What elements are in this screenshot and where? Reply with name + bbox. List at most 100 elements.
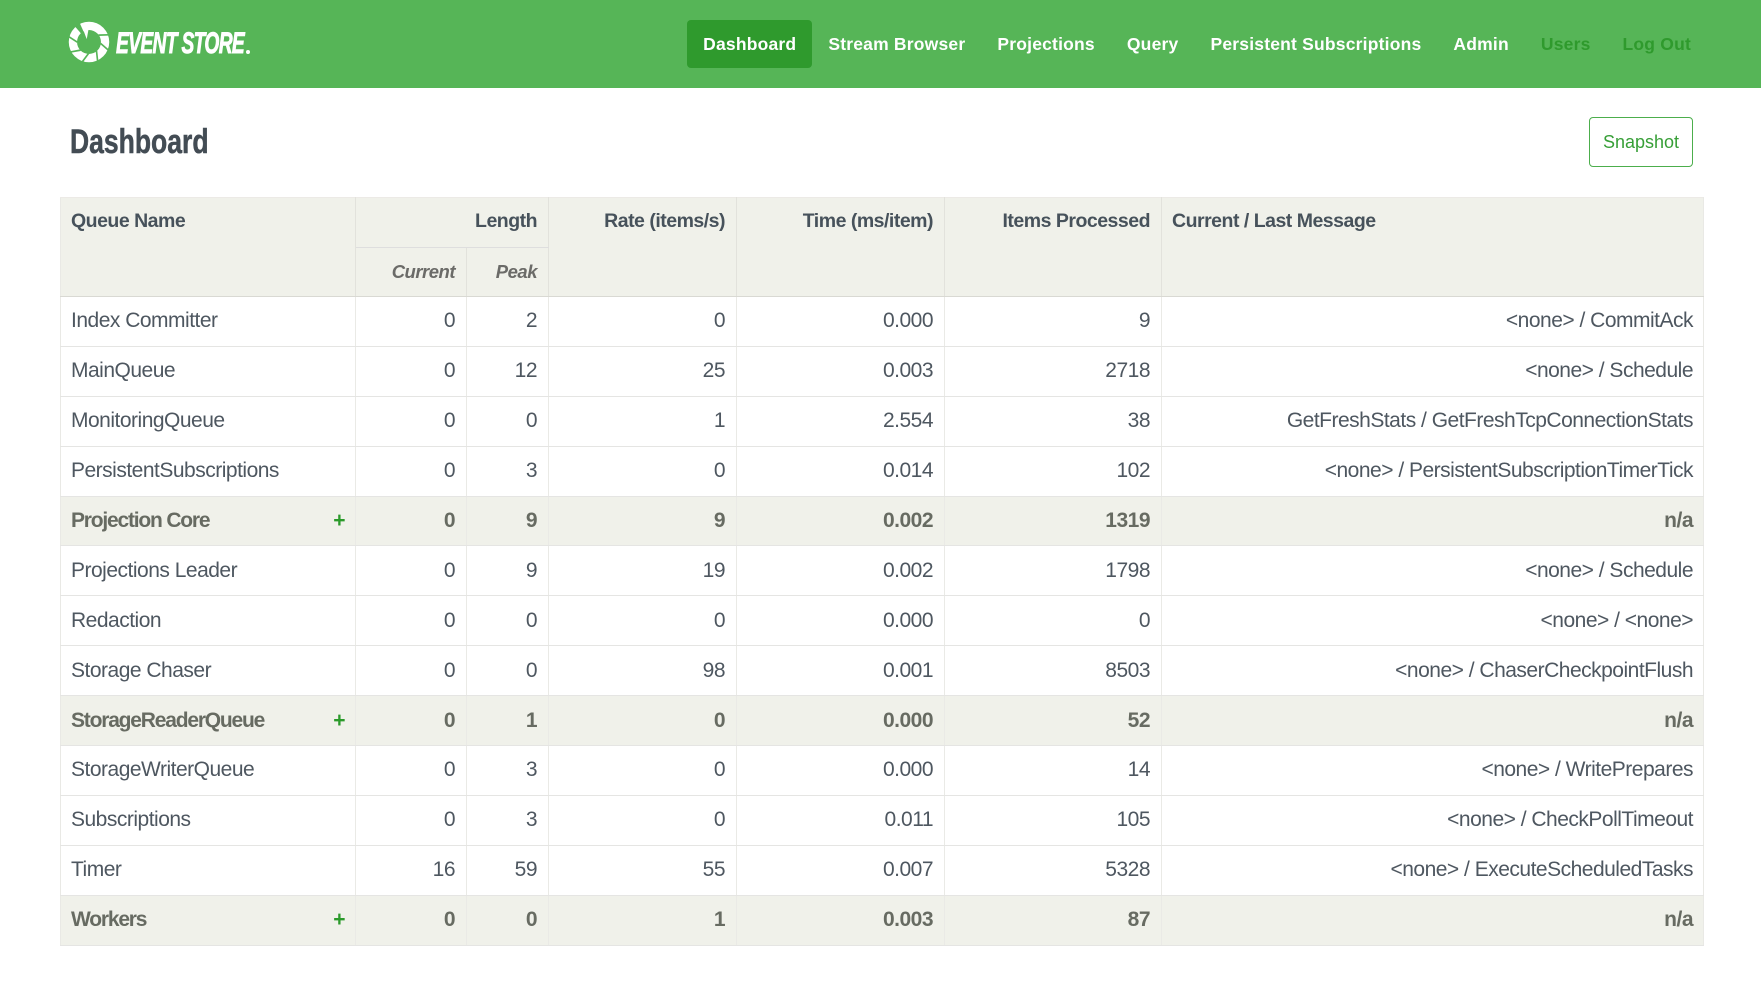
col-header-queue-name: Queue Name — [60, 197, 356, 297]
nav-item-dashboard[interactable]: Dashboard — [687, 20, 813, 68]
queue-rate-cell: 98 — [548, 645, 738, 697]
queue-row-projection-core[interactable]: + Projection Core 0 9 9 0.002 1319 n/a — [60, 496, 1704, 547]
queue-items-cell: 102 — [944, 446, 1163, 497]
queue-name: Timer — [71, 858, 122, 882]
queue-rate-cell: 25 — [548, 346, 738, 397]
queue-name-cell: Redaction — [60, 595, 356, 647]
brand[interactable]: EVENT STORE — [66, 21, 250, 67]
queue-row-monitoringqueue: MonitoringQueue 0 0 1 2.554 38 GetFreshStats /… — [60, 396, 1704, 447]
queue-name: Storage Chaser — [71, 658, 212, 682]
queue-message-cell: <none> / WritePrepares — [1161, 745, 1704, 796]
queue-items-cell: 8503 — [944, 645, 1163, 697]
queue-rate-cell: 0 — [548, 446, 738, 497]
page-title: Dashboard — [70, 122, 209, 161]
queue-current-cell: 0 — [355, 695, 467, 747]
queue-name-cell: + Workers — [60, 895, 356, 946]
brand-trademark-dot — [246, 50, 250, 54]
snapshot-button[interactable]: Snapshot — [1588, 117, 1693, 167]
queue-rate-cell: 9 — [548, 496, 738, 547]
queue-items-cell: 38 — [944, 396, 1163, 447]
queue-name: StorageReaderQueue — [71, 708, 265, 732]
queue-time-cell: 0.000 — [736, 695, 946, 747]
col-header-message: Current / Last Message — [1161, 197, 1704, 297]
expand-group-icon[interactable]: + — [333, 509, 345, 532]
queues-table-header: Queue Name Length Rate (items/s) Time (m… — [60, 197, 1704, 297]
queue-time-cell: 0.002 — [736, 496, 946, 547]
queue-current-cell: 0 — [355, 595, 467, 647]
queue-peak-cell: 0 — [466, 645, 550, 697]
queue-message-cell: <none> / Schedule — [1161, 346, 1704, 397]
queue-current-cell: 0 — [355, 545, 467, 597]
queue-name-cell: Subscriptions — [60, 795, 356, 846]
queue-time-cell: 2.554 — [736, 396, 946, 447]
queues-table: Queue Name Length Rate (items/s) Time (m… — [60, 197, 1705, 946]
queue-name: Workers — [71, 908, 147, 932]
queue-rate-cell: 55 — [548, 845, 738, 896]
queue-name-cell: + Projection Core — [60, 496, 356, 547]
queue-peak-cell: 3 — [466, 795, 550, 846]
queue-current-cell: 0 — [355, 496, 467, 547]
queue-rate-cell: 19 — [548, 545, 738, 597]
queue-message-cell: <none> / CommitAck — [1161, 296, 1704, 347]
nav-item-users[interactable]: Users — [1540, 34, 1591, 54]
nav-item-admin[interactable]: Admin — [1453, 34, 1509, 54]
queue-message-cell: GetFreshStats / GetFreshTcpConnectionSta… — [1161, 396, 1704, 447]
nav-item-log-out[interactable]: Log Out — [1622, 34, 1691, 54]
expand-group-icon[interactable]: + — [333, 908, 345, 932]
queue-row-projections-leader: Projections Leader 0 9 19 0.002 1798 <none> / … — [60, 545, 1704, 597]
queue-message-cell: <none> / CheckPollTimeout — [1161, 795, 1704, 846]
queue-row-workers[interactable]: + Workers 0 0 1 0.003 87 n/a — [60, 895, 1704, 946]
queue-name: MonitoringQueue — [71, 409, 225, 433]
queue-peak-cell: 0 — [466, 895, 550, 946]
queue-rate-cell: 0 — [548, 695, 738, 747]
queue-time-cell: 0.003 — [736, 895, 946, 946]
queue-row-storagereaderqueue[interactable]: + StorageReaderQueue 0 1 0 0.000 52 n/a — [60, 695, 1704, 747]
nav-item-projections[interactable]: Projections — [997, 34, 1095, 54]
queue-name-cell: Timer — [60, 845, 356, 896]
queue-name: Projection Core — [71, 509, 211, 532]
queue-row-storage-chaser: Storage Chaser 0 0 98 0.001 8503 <none> / Chas… — [60, 645, 1704, 697]
queue-current-cell: 0 — [355, 795, 467, 846]
queue-message-cell: <none> / PersistentSubscriptionTimerTick — [1161, 446, 1704, 497]
queue-peak-cell: 9 — [466, 496, 550, 547]
queue-items-cell: 0 — [944, 595, 1163, 647]
queue-name-cell: Index Committer — [60, 296, 356, 347]
queue-rate-cell: 1 — [548, 396, 738, 447]
queue-items-cell: 14 — [944, 745, 1163, 796]
expand-group-icon[interactable]: + — [333, 708, 345, 732]
nav-item-query[interactable]: Query — [1126, 34, 1179, 54]
queue-time-cell: 0.007 — [736, 845, 946, 896]
col-header-length: Length — [355, 197, 550, 248]
col-header-rate: Rate (items/s) — [548, 197, 738, 297]
queue-time-cell: 0.000 — [736, 595, 946, 647]
queue-rate-cell: 0 — [548, 745, 738, 796]
queue-name: StorageWriterQueue — [71, 758, 255, 782]
queue-current-cell: 0 — [355, 296, 467, 347]
queue-rate-cell: 0 — [548, 595, 738, 647]
nav-item-persistent-subscriptions[interactable]: Persistent Subscriptions — [1210, 34, 1422, 54]
queue-current-cell: 0 — [355, 446, 467, 497]
queue-row-mainqueue: MainQueue 0 12 25 0.003 2718 <none> / Schedule — [60, 346, 1704, 397]
brand-name-box: EVENT STORE — [116, 28, 245, 59]
queue-message-cell: n/a — [1161, 695, 1704, 747]
queue-row-timer: Timer 16 59 55 0.007 5328 <none> / ExecuteSche… — [60, 845, 1704, 896]
queue-rate-cell: 0 — [548, 795, 738, 846]
queue-message-cell: <none> / <none> — [1161, 595, 1704, 647]
queue-items-cell: 52 — [944, 695, 1163, 747]
queue-name: Redaction — [71, 608, 162, 632]
nav-items: Dashboard Stream Browser Projections Query P… — [687, 20, 1707, 68]
event-store-ring-logo-icon — [68, 21, 110, 63]
queue-peak-cell: 0 — [466, 396, 550, 447]
queue-rate-cell: 0 — [548, 296, 738, 347]
main-content: Dashboard Snapshot Queue Name Length Rat… — [0, 117, 1761, 946]
queue-message-cell: <none> / ChaserCheckpointFlush — [1161, 645, 1704, 697]
queue-row-index-committer: Index Committer 0 2 0 0.000 9 <none> / CommitA… — [60, 296, 1704, 347]
queue-peak-cell: 1 — [466, 695, 550, 747]
queue-row-persistentsubscriptions: PersistentSubscriptions 0 3 0 0.014 102 <none>… — [60, 446, 1704, 497]
queue-current-cell: 0 — [355, 346, 467, 397]
queue-current-cell: 0 — [355, 396, 467, 447]
queue-message-cell: n/a — [1161, 496, 1704, 547]
nav-item-stream-browser[interactable]: Stream Browser — [828, 34, 966, 54]
queues-table-body: Index Committer 0 2 0 0.000 9 <none> / CommitA… — [60, 296, 1704, 946]
queue-peak-cell: 2 — [466, 296, 550, 347]
